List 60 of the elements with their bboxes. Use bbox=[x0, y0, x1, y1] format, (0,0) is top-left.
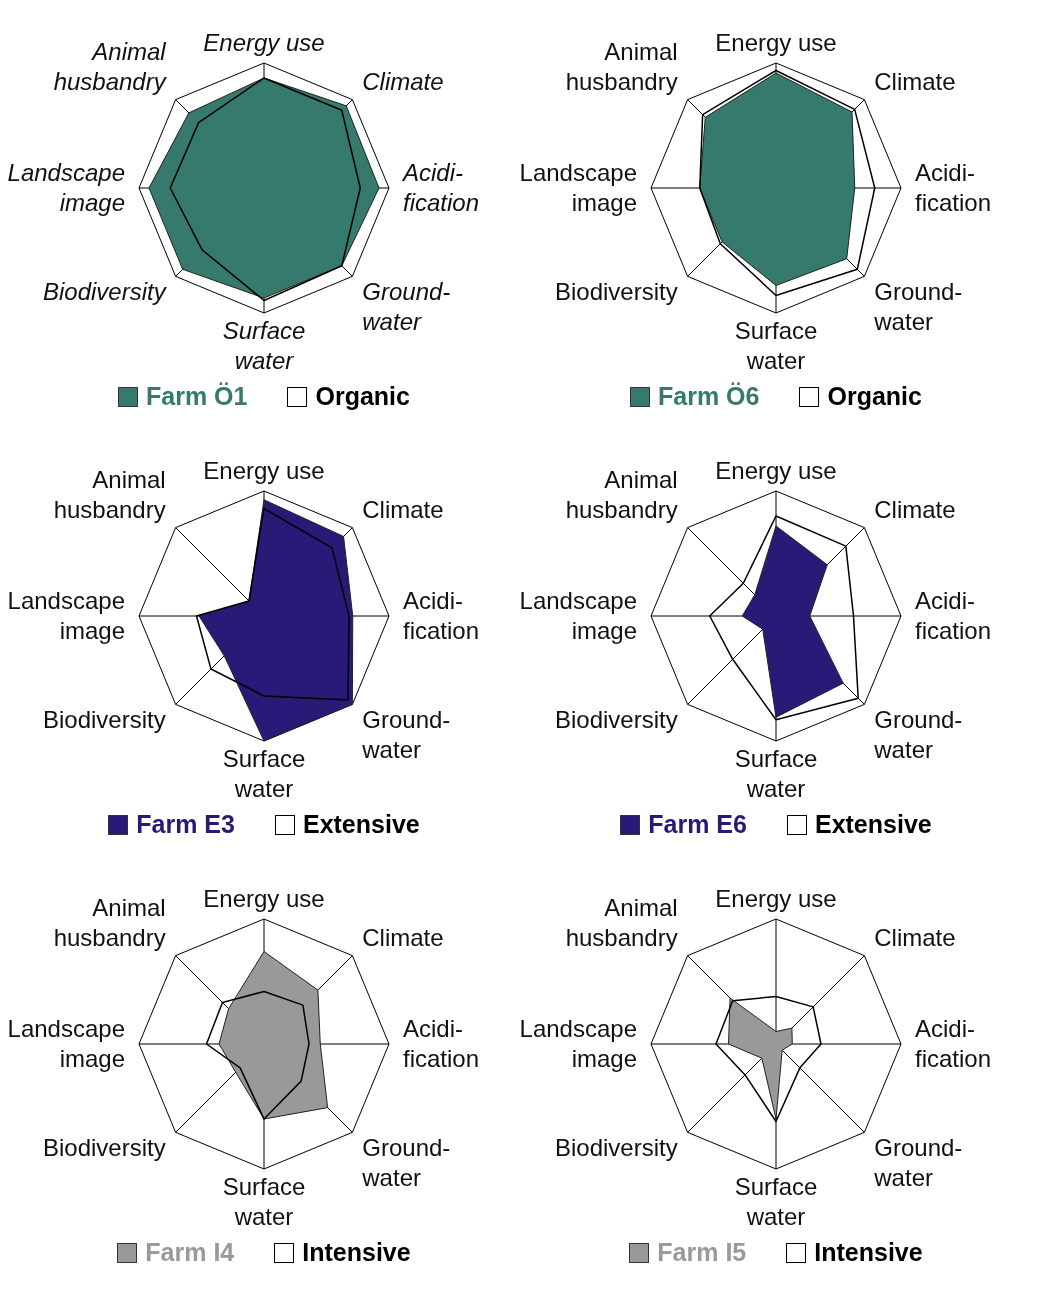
spoke-label: Ground- water bbox=[873, 278, 963, 336]
spoke-label: Energy use bbox=[715, 29, 837, 56]
legend-label: Organic bbox=[315, 382, 410, 411]
legend-label: Farm I4 bbox=[145, 1238, 235, 1267]
spoke-label: Landscape image bbox=[519, 159, 637, 216]
spoke-label: Animal husbandry bbox=[53, 37, 168, 95]
spoke-label: Landscape image bbox=[7, 159, 125, 216]
spoke-label: Surface water bbox=[734, 317, 818, 374]
spoke-label: Acidi- fication bbox=[915, 159, 992, 216]
spoke-label: Surface water bbox=[222, 745, 306, 802]
spoke-label: Ground- water bbox=[873, 1134, 963, 1192]
spoke-label: Climate bbox=[362, 67, 444, 95]
spoke-label: Animal husbandry bbox=[565, 465, 678, 523]
spoke-label: Ground- water bbox=[873, 706, 963, 764]
spoke-label: Acidi- fication bbox=[403, 1015, 480, 1072]
spoke-label: Animal husbandry bbox=[565, 893, 678, 951]
spoke-label: Biodiversity bbox=[42, 1134, 166, 1162]
legend-label: Farm Ö6 bbox=[658, 382, 760, 411]
spoke-label: Animal husbandry bbox=[565, 37, 678, 95]
spoke-label: Acidi- fication bbox=[915, 587, 992, 644]
spoke-label: Energy use bbox=[715, 885, 837, 912]
legend-label: Intensive bbox=[302, 1238, 411, 1267]
legend-label: Farm E3 bbox=[136, 810, 235, 839]
legend-label: Intensive bbox=[814, 1238, 923, 1267]
spoke-label: Energy use bbox=[203, 457, 325, 484]
spoke-label: Biodiversity bbox=[554, 278, 678, 306]
legend-label: Extensive bbox=[302, 810, 420, 839]
spoke-label: Climate bbox=[874, 67, 956, 95]
spoke-label: Surface water bbox=[734, 745, 818, 802]
spoke-label: Climate bbox=[874, 495, 956, 523]
spoke-label: Landscape image bbox=[519, 587, 637, 644]
spoke-label: Ground- water bbox=[361, 1134, 451, 1192]
spoke-label: Biodiversity bbox=[42, 278, 168, 306]
spoke-label: Acidi- fication bbox=[401, 159, 480, 216]
spoke-label: Surface water bbox=[222, 1173, 306, 1230]
spoke-label: Energy use bbox=[203, 885, 325, 912]
spoke-label: Ground- water bbox=[362, 278, 451, 336]
spoke-label: Landscape image bbox=[7, 1015, 125, 1072]
spoke-label: Biodiversity bbox=[554, 1134, 678, 1162]
spoke-label: Acidi- fication bbox=[915, 1015, 992, 1072]
spoke-label: Landscape image bbox=[7, 587, 125, 644]
spoke-label: Energy use bbox=[203, 29, 325, 56]
spoke-label: Surface water bbox=[222, 317, 306, 374]
spoke-label: Acidi- fication bbox=[403, 587, 480, 644]
spoke-label: Biodiversity bbox=[554, 706, 678, 734]
spoke-label: Animal husbandry bbox=[53, 893, 166, 951]
spoke-label: Climate bbox=[874, 923, 956, 951]
spoke-label: Climate bbox=[362, 495, 444, 523]
legend-label: Farm E6 bbox=[648, 810, 747, 839]
spoke-label: Biodiversity bbox=[42, 706, 166, 734]
legend-label: Farm Ö1 bbox=[146, 382, 248, 411]
spoke-label: Climate bbox=[362, 923, 444, 951]
spoke-label: Animal husbandry bbox=[53, 465, 166, 523]
spoke-label: Energy use bbox=[715, 457, 837, 484]
legend-label: Farm I5 bbox=[657, 1238, 747, 1267]
legend-label: Organic bbox=[827, 382, 922, 411]
spoke-label: Ground- water bbox=[361, 706, 451, 764]
legend-label: Extensive bbox=[814, 810, 932, 839]
spoke-label: Landscape image bbox=[519, 1015, 637, 1072]
spoke-label: Surface water bbox=[734, 1173, 818, 1230]
